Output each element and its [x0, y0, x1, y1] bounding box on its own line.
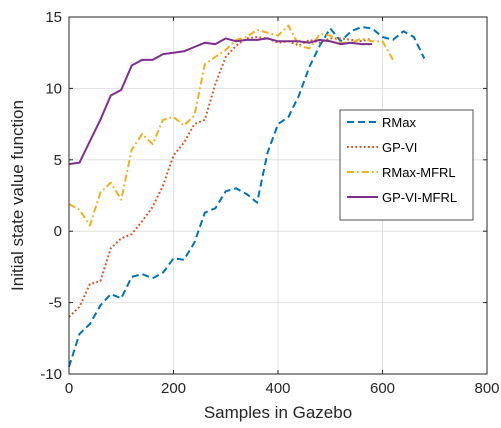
- series-line-1: [68, 35, 373, 318]
- series-line-2: [68, 24, 394, 227]
- series-line-3: [68, 37, 373, 166]
- y-axis-label: Initial state value function: [8, 100, 27, 291]
- x-tick-label: 800: [474, 380, 499, 397]
- y-tick-label: 5: [54, 152, 62, 169]
- x-tick-label: 0: [65, 380, 73, 397]
- x-tick-label: 200: [161, 380, 186, 397]
- legend-label-2: RMax-MFRL: [382, 165, 456, 180]
- series-line-0: [68, 26, 426, 368]
- y-tick-label: -5: [49, 295, 62, 312]
- legend-label-0: RMax: [382, 115, 416, 130]
- legend-box: [339, 109, 474, 221]
- axis-ticks: 0 200 400 600 800 -10 -5 0 5 10 15: [40, 9, 499, 397]
- x-tick-label: 600: [370, 380, 395, 397]
- y-tick-label: 0: [54, 223, 62, 240]
- legend-label-1: GP-VI: [382, 140, 417, 155]
- x-tick-label: 400: [265, 380, 290, 397]
- y-tick-label: -10: [40, 366, 62, 383]
- x-axis-label: Samples in Gazebo: [204, 403, 352, 422]
- y-tick-label: 15: [45, 9, 62, 26]
- y-tick-label: 10: [45, 80, 62, 97]
- legend-label-3: GP-VI-MFRL: [382, 190, 457, 205]
- legend: RMax GP-VI RMax-MFRL GP-VI-MFRL: [339, 109, 474, 221]
- series-lines: [68, 24, 426, 368]
